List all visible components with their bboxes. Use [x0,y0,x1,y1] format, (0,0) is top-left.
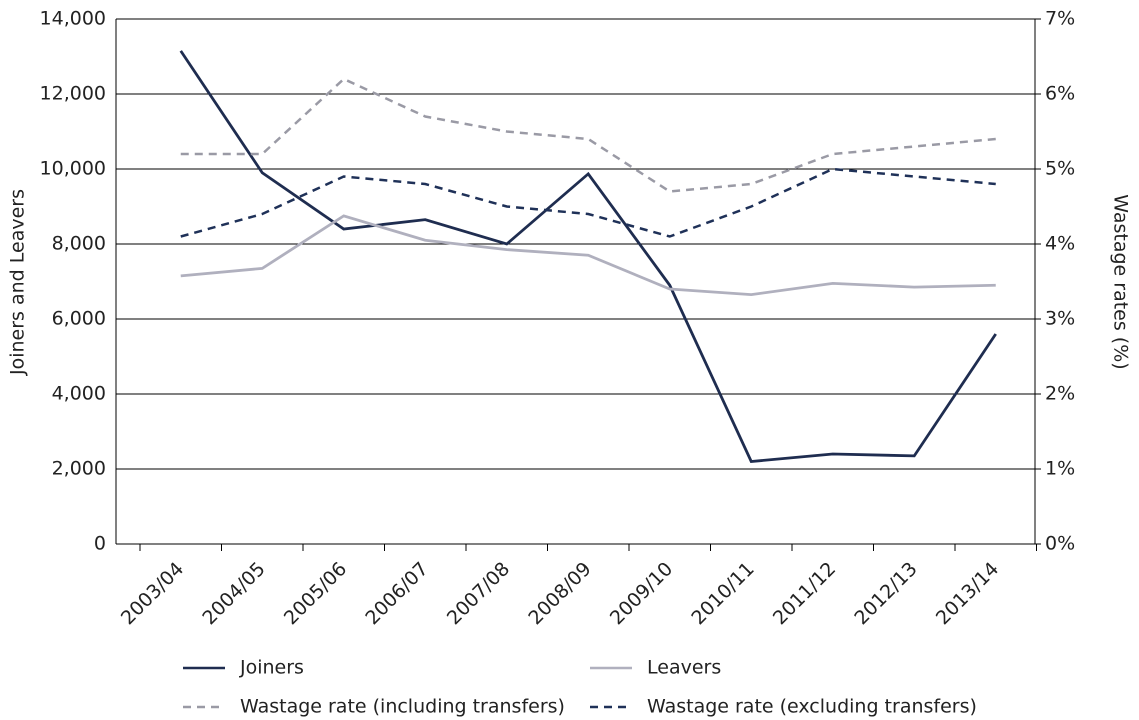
y2-tick-label: 7% [1045,8,1075,30]
y-axis-label: Joiners and Leavers [7,189,29,376]
x-tick-label: 2006/07 [361,558,432,629]
series-line [180,77,996,193]
y-tick-label: 4,000 [52,383,106,405]
y-tick-label: 6,000 [52,308,106,330]
x-tick-label: 2008/09 [524,558,595,629]
y-tick-label: 10,000 [40,158,106,180]
y2-tick-label: 4% [1045,233,1075,255]
y2-tick-label: 2% [1045,383,1075,405]
legend-label: Joiners [239,657,304,679]
x-tick-label: 2007/08 [443,558,514,629]
x-tick-label: 2005/06 [280,558,351,629]
y-tick-label: 14,000 [40,8,106,30]
y-tick-label: 12,000 [40,83,106,105]
y2-tick-label: 6% [1045,83,1075,105]
y2-tick-label: 1% [1045,458,1075,480]
legend-label: Wastage rate (excluding transfers) [647,696,977,718]
y2-tick-label: 5% [1045,158,1075,180]
y-tick-label: 8,000 [52,233,106,255]
series-line [180,167,996,238]
x-tick-label: 2003/04 [117,558,188,629]
legend-label: Wastage rate (including transfers) [240,696,565,718]
y2-tick-label: 0% [1045,533,1075,555]
y2-axis-label: Wastage rates (%) [1110,194,1132,369]
x-tick-label: 2012/13 [850,558,921,629]
y-tick-label: 0 [94,533,106,555]
x-tick-label: 2011/12 [769,558,840,629]
legend-label: Leavers [647,657,721,679]
x-tick-label: 2009/10 [606,558,677,629]
series-line [180,214,996,297]
x-tick-label: 2013/14 [932,558,1003,629]
x-tick-label: 2004/05 [198,558,269,629]
y2-tick-label: 3% [1045,308,1075,330]
y-tick-label: 2,000 [52,458,106,480]
x-tick-label: 2010/11 [687,558,758,629]
series-line [179,50,997,463]
